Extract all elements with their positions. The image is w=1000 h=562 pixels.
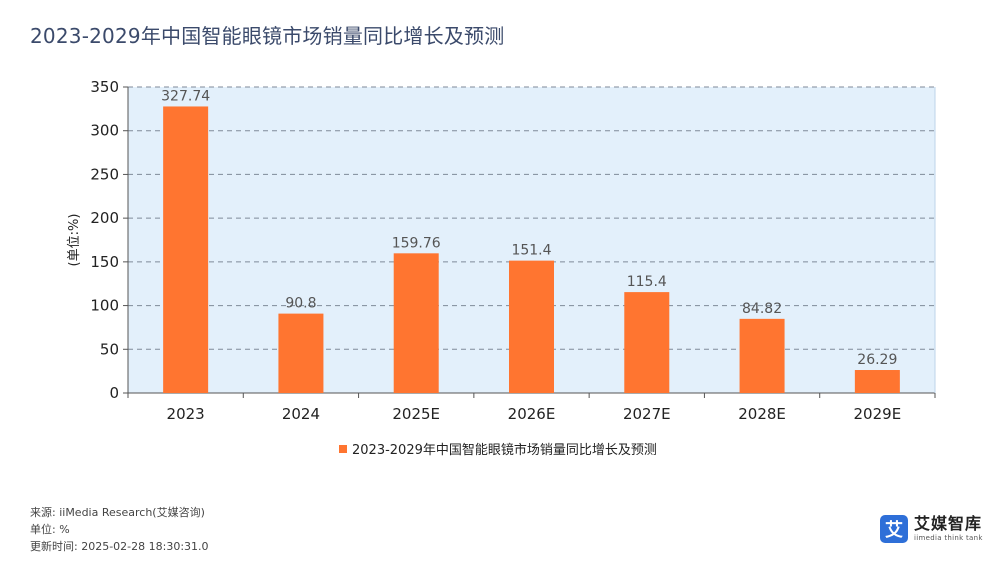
page-title: 2023-2029年中国智能眼镜市场销量同比增长及预测 — [30, 24, 505, 48]
bar-2027e — [624, 292, 670, 393]
x-tick-label: 2027E — [623, 405, 671, 423]
footer-source: 来源: iiMedia Research(艾媒咨询) — [30, 506, 205, 519]
data-label: 159.76 — [392, 235, 441, 251]
data-label: 90.8 — [285, 296, 316, 312]
data-label: 327.74 — [161, 88, 210, 104]
logo-name-en: iimedia think tank — [914, 534, 983, 542]
x-tick-label: 2025E — [392, 405, 440, 423]
data-label: 26.29 — [857, 352, 897, 368]
y-tick-label: 100 — [90, 297, 119, 315]
bar-2028e — [739, 318, 785, 393]
y-tick-label: 150 — [90, 253, 119, 271]
bar-2029e — [854, 370, 900, 393]
data-label: 151.4 — [511, 243, 551, 259]
x-tick-label: 2024 — [282, 405, 320, 423]
data-label: 84.82 — [742, 301, 782, 317]
x-tick-label: 2028E — [738, 405, 786, 423]
y-tick-label: 50 — [100, 340, 119, 358]
y-tick-label: 0 — [109, 384, 119, 402]
data-label: 115.4 — [627, 274, 667, 290]
y-tick-label: 250 — [90, 165, 119, 183]
footer-unit: 单位: % — [30, 523, 70, 536]
legend-label: 2023-2029年中国智能眼镜市场销量同比增长及预测 — [352, 442, 657, 458]
legend-swatch — [339, 445, 347, 453]
bar-2026e — [509, 260, 554, 393]
x-tick-label: 2029E — [854, 405, 902, 423]
brand-logo: 艾 艾媒智库 iimedia think tank — [880, 512, 983, 546]
logo-mark-icon: 艾 — [880, 515, 908, 543]
bar-2025e — [393, 253, 439, 393]
bar-2024 — [278, 313, 324, 393]
logo-name-cn: 艾媒智库 — [914, 514, 983, 533]
y-tick-label: 300 — [90, 122, 119, 140]
footer-updated: 更新时间: 2025-02-28 18:30:31.0 — [30, 540, 209, 553]
footer: 来源: iiMedia Research(艾媒咨询) 单位: % 更新时间: 2… — [30, 504, 209, 555]
bar-2023 — [163, 106, 209, 393]
y-axis-label: (单位:%) — [67, 214, 82, 267]
x-tick-label: 2023 — [167, 405, 205, 423]
x-tick-label: 2026E — [508, 405, 556, 423]
bar-chart: 0 50 100 150 200 250 300 350 (单位:%) 327.74 2023 90.… — [67, 78, 936, 458]
y-tick-label: 200 — [90, 209, 119, 227]
y-tick-label: 350 — [90, 78, 119, 96]
